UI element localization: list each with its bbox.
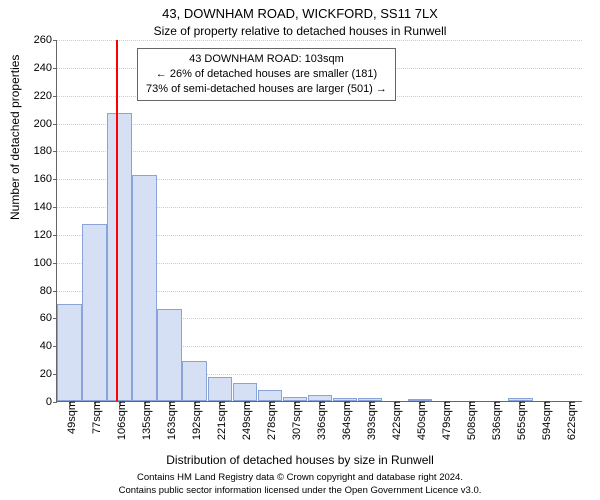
x-tick-label: 450sqm bbox=[412, 401, 428, 440]
y-tick-label: 80 bbox=[40, 285, 57, 297]
reference-line bbox=[116, 40, 118, 401]
x-tick-label: 622sqm bbox=[562, 401, 578, 440]
y-tick-label: 160 bbox=[34, 173, 57, 185]
y-tick-label: 120 bbox=[34, 229, 57, 241]
histogram-bar bbox=[208, 377, 233, 401]
x-tick-label: 278sqm bbox=[262, 401, 278, 440]
y-tick-label: 20 bbox=[40, 368, 57, 380]
x-tick-label: 163sqm bbox=[162, 401, 178, 440]
x-tick-label: 422sqm bbox=[387, 401, 403, 440]
callout-line1: 43 DOWNHAM ROAD: 103sqm bbox=[146, 52, 387, 67]
x-tick-label: 594sqm bbox=[537, 401, 553, 440]
histogram-bar bbox=[258, 390, 283, 401]
gridline-h bbox=[57, 151, 582, 152]
gridline-h bbox=[57, 124, 582, 125]
y-tick-label: 220 bbox=[34, 90, 57, 102]
footer-line1: Contains HM Land Registry data © Crown c… bbox=[0, 472, 600, 484]
callout-line3: 73% of semi-detached houses are larger (… bbox=[146, 82, 387, 97]
x-tick-label: 135sqm bbox=[137, 401, 153, 440]
callout-line2: ← 26% of detached houses are smaller (18… bbox=[146, 67, 387, 82]
histogram-bar bbox=[182, 361, 207, 401]
y-tick-label: 60 bbox=[40, 312, 57, 324]
y-axis-title: Number of detached properties bbox=[8, 55, 22, 220]
x-tick-label: 536sqm bbox=[487, 401, 503, 440]
y-tick-label: 0 bbox=[46, 396, 57, 408]
histogram-bar bbox=[57, 304, 82, 401]
x-axis-title: Distribution of detached houses by size … bbox=[0, 453, 600, 467]
x-tick-label: 192sqm bbox=[187, 401, 203, 440]
x-tick-label: 77sqm bbox=[87, 401, 103, 434]
chart-subtitle: Size of property relative to detached ho… bbox=[0, 23, 600, 38]
y-tick-label: 240 bbox=[34, 62, 57, 74]
footer-attribution: Contains HM Land Registry data © Crown c… bbox=[0, 472, 600, 497]
y-tick-label: 180 bbox=[34, 145, 57, 157]
x-tick-label: 508sqm bbox=[462, 401, 478, 440]
x-tick-label: 479sqm bbox=[437, 401, 453, 440]
histogram-bar bbox=[233, 383, 258, 401]
reference-callout: 43 DOWNHAM ROAD: 103sqm ← 26% of detache… bbox=[137, 48, 396, 101]
y-tick-label: 100 bbox=[34, 257, 57, 269]
x-tick-label: 249sqm bbox=[237, 401, 253, 440]
x-tick-label: 221sqm bbox=[212, 401, 228, 440]
footer-line2: Contains public sector information licen… bbox=[0, 485, 600, 497]
histogram-chart: 43, DOWNHAM ROAD, WICKFORD, SS11 7LX Siz… bbox=[0, 0, 600, 500]
y-tick-label: 140 bbox=[34, 201, 57, 213]
x-tick-label: 393sqm bbox=[362, 401, 378, 440]
x-tick-label: 364sqm bbox=[337, 401, 353, 440]
histogram-bar bbox=[132, 175, 157, 401]
plot-area: 02040608010012014016018020022024026049sq… bbox=[56, 40, 582, 402]
y-tick-label: 200 bbox=[34, 118, 57, 130]
histogram-bar bbox=[82, 224, 107, 401]
x-tick-label: 106sqm bbox=[112, 401, 128, 440]
y-tick-label: 40 bbox=[40, 340, 57, 352]
x-tick-label: 307sqm bbox=[287, 401, 303, 440]
chart-title: 43, DOWNHAM ROAD, WICKFORD, SS11 7LX bbox=[0, 0, 600, 23]
x-tick-label: 336sqm bbox=[312, 401, 328, 440]
gridline-h bbox=[57, 40, 582, 41]
histogram-bar bbox=[157, 309, 182, 401]
x-tick-label: 49sqm bbox=[62, 401, 78, 434]
histogram-bar bbox=[107, 113, 132, 401]
x-tick-label: 565sqm bbox=[512, 401, 528, 440]
y-tick-label: 260 bbox=[34, 34, 57, 46]
